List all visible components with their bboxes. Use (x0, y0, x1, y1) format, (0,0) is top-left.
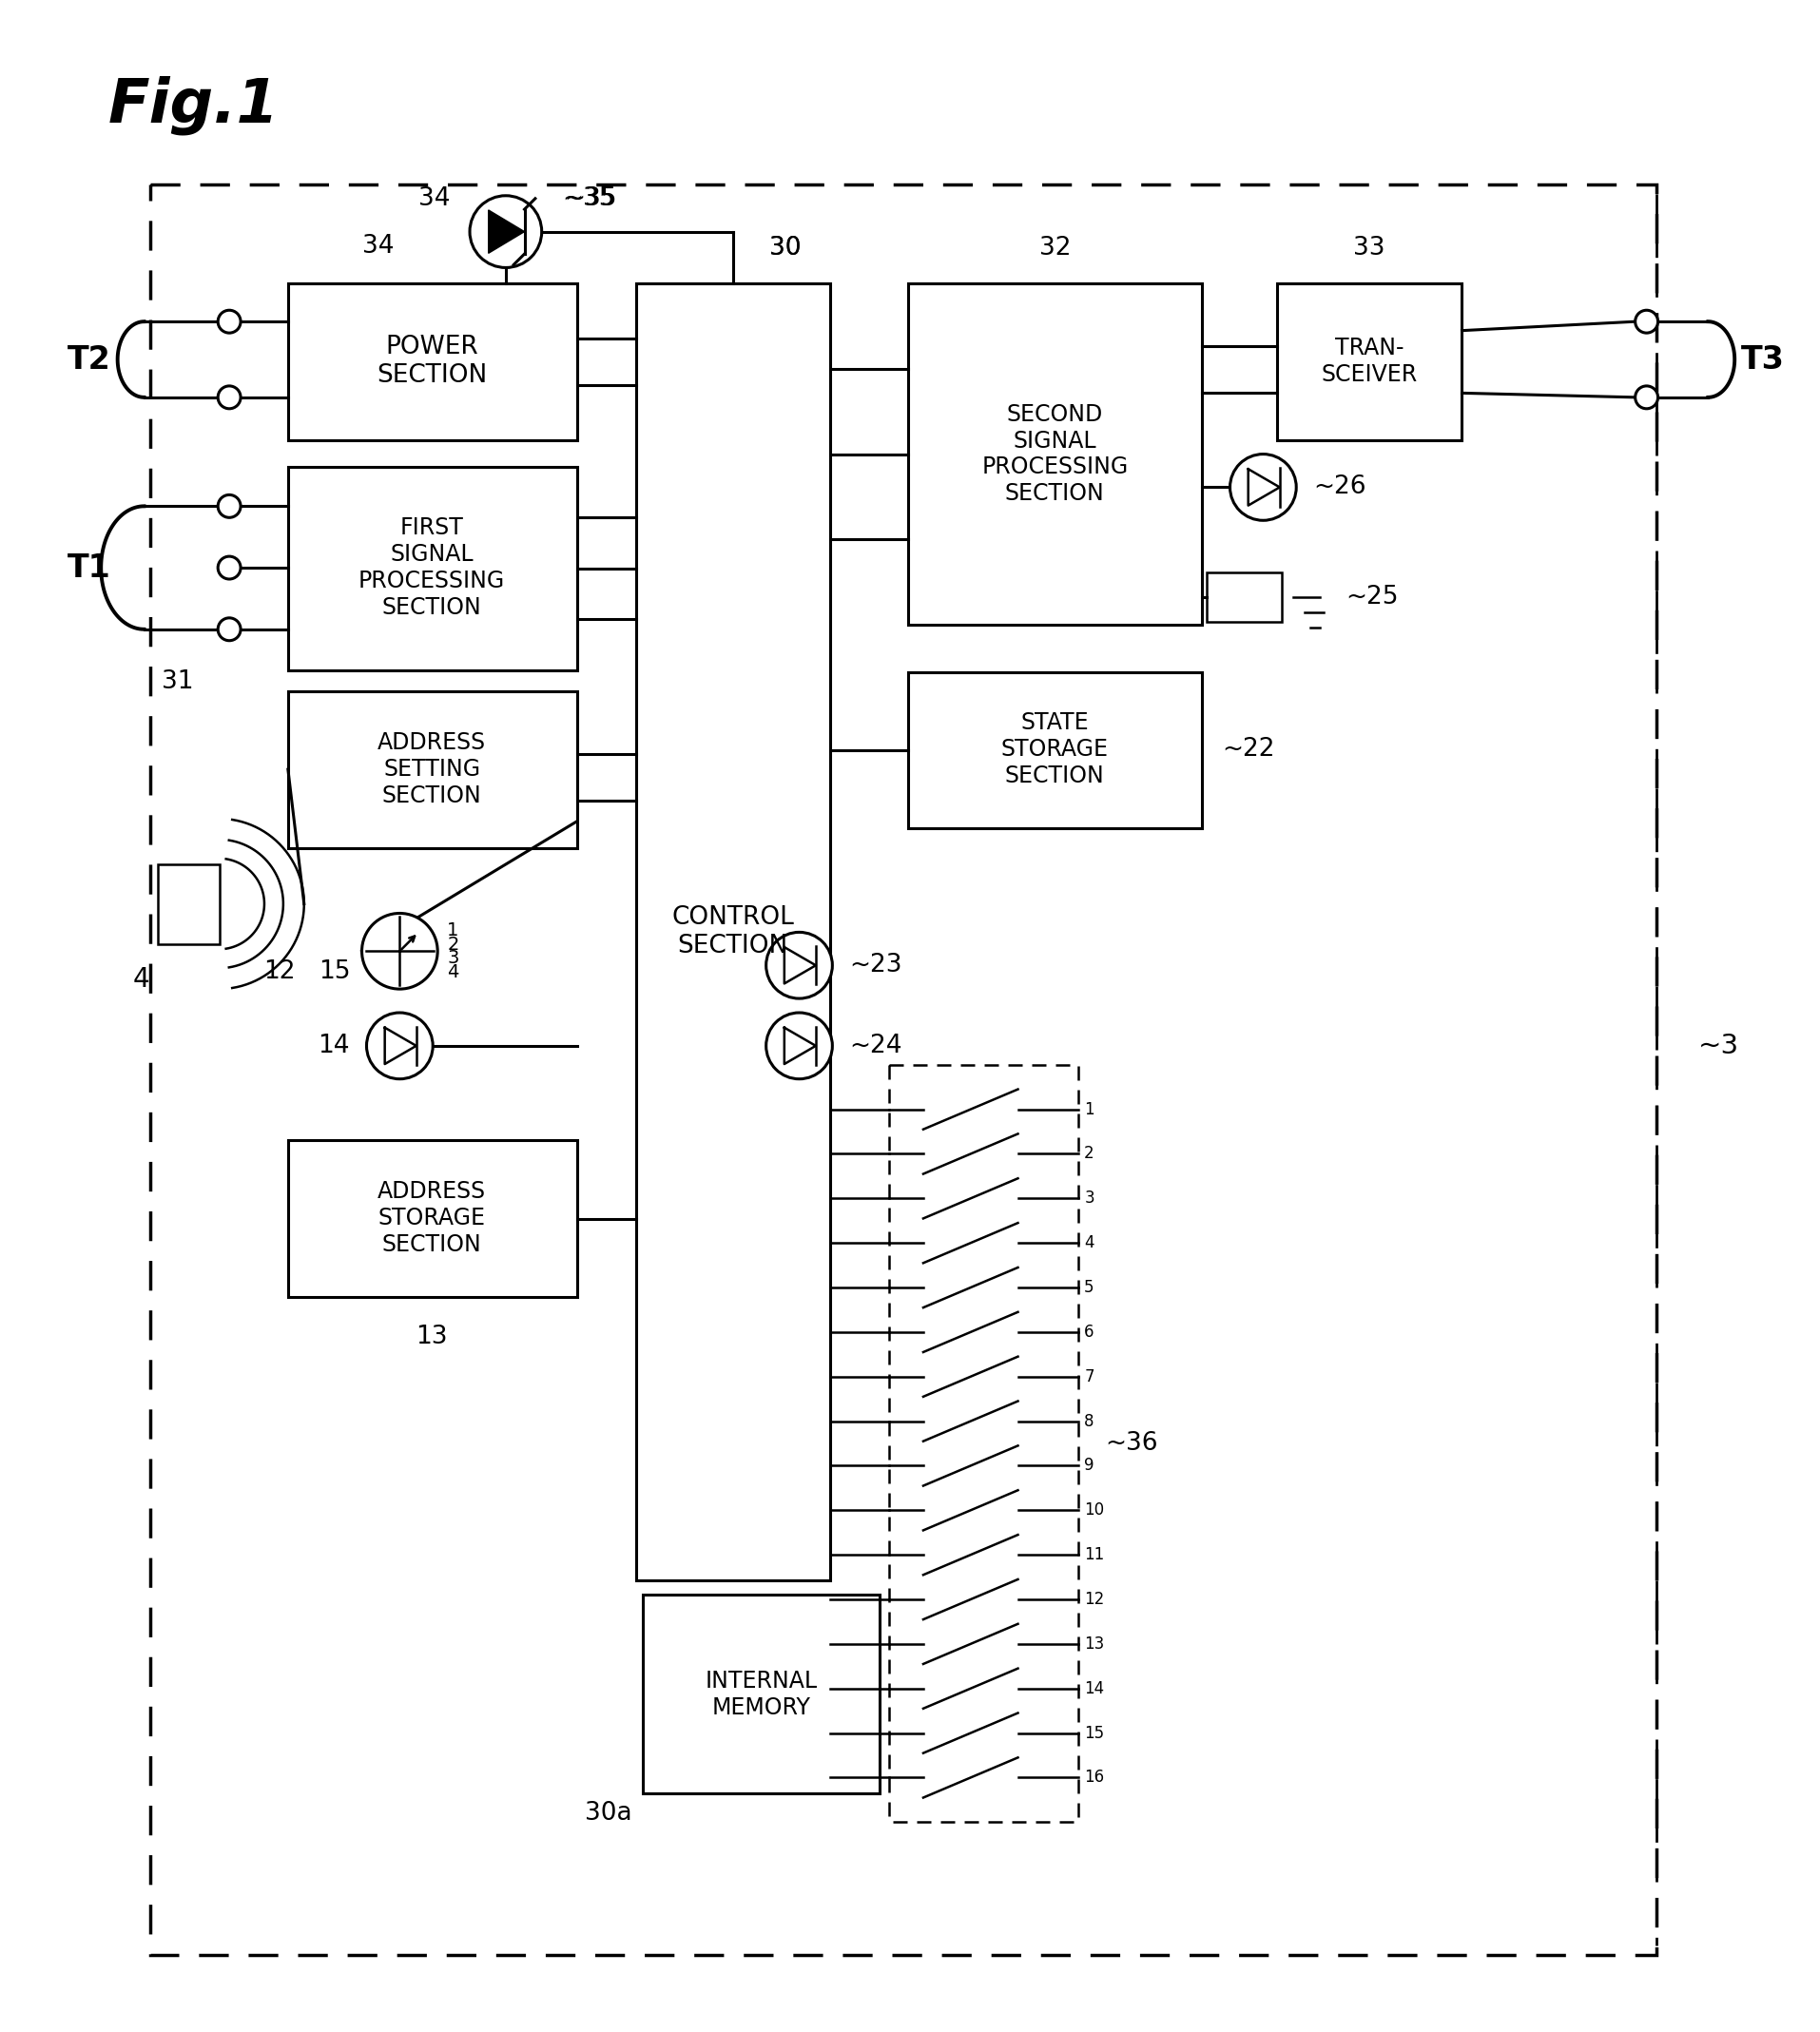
Text: 9: 9 (1085, 1457, 1094, 1475)
Text: ~36: ~36 (1105, 1431, 1158, 1455)
Circle shape (362, 912, 437, 990)
Text: INTERNAL
MEMORY: INTERNAL MEMORY (704, 1670, 817, 1719)
Circle shape (1230, 453, 1296, 520)
Text: 13: 13 (1085, 1636, 1105, 1652)
FancyBboxPatch shape (288, 467, 577, 671)
Text: FIRST
SIGNAL
PROCESSING
SECTION: FIRST SIGNAL PROCESSING SECTION (359, 516, 506, 620)
Text: T2: T2 (67, 343, 111, 376)
Polygon shape (784, 1028, 815, 1065)
Text: 6: 6 (1085, 1323, 1094, 1341)
Text: 3: 3 (1085, 1191, 1094, 1207)
Text: ~25: ~25 (1345, 585, 1398, 610)
Text: T3: T3 (1742, 343, 1785, 376)
Text: 14: 14 (318, 1034, 349, 1059)
FancyBboxPatch shape (151, 185, 1656, 1955)
Text: 7: 7 (1085, 1368, 1094, 1386)
Text: 1: 1 (448, 920, 459, 939)
Text: STATE
STORAGE
SECTION: STATE STORAGE SECTION (1001, 711, 1108, 786)
Text: 30a: 30a (584, 1800, 632, 1827)
Circle shape (1634, 311, 1658, 333)
Text: ~35: ~35 (562, 187, 615, 211)
Text: POWER
SECTION: POWER SECTION (377, 335, 488, 388)
Text: 10: 10 (1085, 1502, 1105, 1518)
Text: ~24: ~24 (850, 1034, 903, 1059)
Text: SECOND
SIGNAL
PROCESSING
SECTION: SECOND SIGNAL PROCESSING SECTION (981, 402, 1128, 506)
FancyBboxPatch shape (288, 691, 577, 847)
Text: 11: 11 (1085, 1546, 1105, 1563)
Text: 16: 16 (1085, 1770, 1105, 1786)
Polygon shape (384, 1028, 417, 1065)
Text: 8: 8 (1085, 1412, 1094, 1431)
Text: 14: 14 (1085, 1680, 1105, 1697)
Text: 32: 32 (1039, 236, 1070, 260)
Text: ~23: ~23 (850, 953, 903, 977)
Text: 13: 13 (417, 1325, 448, 1349)
Text: 34: 34 (419, 187, 451, 211)
Text: ~3: ~3 (1698, 1032, 1740, 1059)
FancyBboxPatch shape (158, 864, 220, 945)
Text: 12: 12 (1085, 1591, 1105, 1607)
Text: 34: 34 (362, 234, 393, 258)
FancyBboxPatch shape (288, 284, 577, 439)
Text: Fig.1: Fig.1 (107, 75, 278, 134)
FancyBboxPatch shape (1207, 573, 1281, 622)
FancyBboxPatch shape (908, 673, 1201, 829)
FancyBboxPatch shape (637, 284, 830, 1581)
Text: 15: 15 (1085, 1725, 1105, 1741)
Text: 30: 30 (770, 236, 801, 260)
Text: 5: 5 (1085, 1278, 1094, 1296)
Text: ~35: ~35 (564, 187, 617, 211)
FancyBboxPatch shape (288, 1140, 577, 1296)
Text: 4: 4 (1085, 1233, 1094, 1252)
Circle shape (766, 933, 832, 998)
Circle shape (1634, 386, 1658, 408)
Circle shape (366, 1012, 433, 1079)
Text: ~26: ~26 (1314, 475, 1367, 500)
Circle shape (766, 1012, 832, 1079)
FancyBboxPatch shape (642, 1595, 879, 1794)
Circle shape (218, 618, 240, 640)
Text: 1: 1 (1085, 1101, 1094, 1118)
Circle shape (218, 311, 240, 333)
Text: ~22: ~22 (1223, 738, 1276, 762)
FancyBboxPatch shape (1278, 284, 1461, 439)
Text: 4: 4 (133, 967, 149, 994)
Polygon shape (784, 947, 815, 983)
Text: 30: 30 (770, 236, 801, 260)
Text: 33: 33 (1354, 236, 1385, 260)
Polygon shape (488, 209, 524, 254)
Text: ADDRESS
SETTING
SECTION: ADDRESS SETTING SECTION (377, 732, 486, 807)
Text: 2: 2 (448, 935, 459, 953)
Text: 12: 12 (264, 959, 295, 983)
FancyBboxPatch shape (908, 284, 1201, 624)
Circle shape (470, 195, 542, 268)
Circle shape (218, 496, 240, 518)
Polygon shape (1249, 469, 1279, 506)
Circle shape (218, 386, 240, 408)
Text: 3: 3 (448, 949, 459, 967)
Text: CONTROL
SECTION: CONTROL SECTION (672, 906, 794, 959)
Text: T1: T1 (67, 553, 111, 583)
Text: 15: 15 (318, 959, 351, 983)
Text: 4: 4 (448, 963, 459, 981)
FancyBboxPatch shape (890, 1065, 1079, 1823)
Text: TRAN-
SCEIVER: TRAN- SCEIVER (1321, 337, 1418, 386)
Circle shape (218, 557, 240, 579)
Text: 31: 31 (162, 669, 195, 693)
Text: ADDRESS
STORAGE
SECTION: ADDRESS STORAGE SECTION (377, 1181, 486, 1256)
Text: 2: 2 (1085, 1146, 1094, 1162)
